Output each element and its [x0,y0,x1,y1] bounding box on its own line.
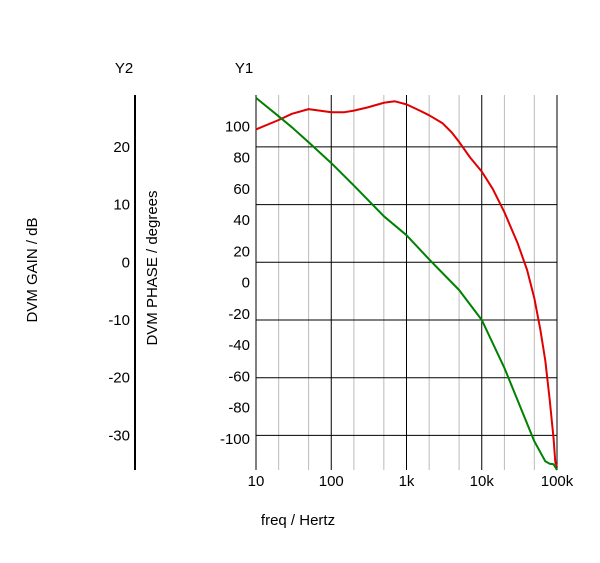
y2-axis: Y2 20 10 0 -10 -20 -30 DVM GAIN / dB [24,60,136,470]
x-tick-label: 100k [541,473,574,490]
x-tick-label: 10 [248,473,265,490]
y1-tick-label: -20 [228,306,250,323]
x-tick-label: 1k [399,473,415,490]
y2-axis-name: Y2 [115,60,133,77]
y1-tick-label: -40 [228,337,250,354]
y1-tick-label: 100 [225,118,250,135]
y2-tick-label: 20 [113,139,130,156]
y2-tick-label: -30 [108,427,130,444]
x-tick-labels: 10 100 1k 10k 100k [248,473,574,490]
y1-tick-label: 20 [233,243,250,260]
y2-tick-labels: 20 10 0 -10 -20 -30 [108,139,130,444]
y1-tick-label: 60 [233,181,250,198]
series-line-2 [255,97,558,471]
y1-tick-label: -60 [228,368,250,385]
y1-tick-labels: 100 80 60 40 20 0 -20 -40 -60 -80 -100 [220,118,250,448]
x-axis-label: freq / Hertz [261,512,335,529]
y2-tick-label: 0 [122,254,130,271]
y1-tick-label: 40 [233,212,250,229]
series-lines [255,97,558,471]
x-tick-label: 100 [319,473,344,490]
y1-tick-label: 0 [242,275,250,292]
y1-tick-label: -80 [228,400,250,417]
y1-axis-label: DVM PHASE / degrees [144,190,161,345]
y1-tick-label: 80 [233,150,250,167]
y1-tick-label: -100 [220,431,250,448]
series-line-1 [255,100,558,468]
y1-axis-name: Y1 [235,60,253,77]
y2-axis-label: DVM GAIN / dB [24,217,41,322]
y1-axis: Y1 100 80 60 40 20 0 -20 -40 -60 -80 -100 DVM PHAS… [144,60,253,448]
y2-tick-label: -20 [108,370,130,387]
x-tick-label: 10k [470,473,495,490]
y2-tick-label: 10 [113,197,130,214]
y2-tick-label: -10 [108,312,130,329]
grid [255,95,558,470]
